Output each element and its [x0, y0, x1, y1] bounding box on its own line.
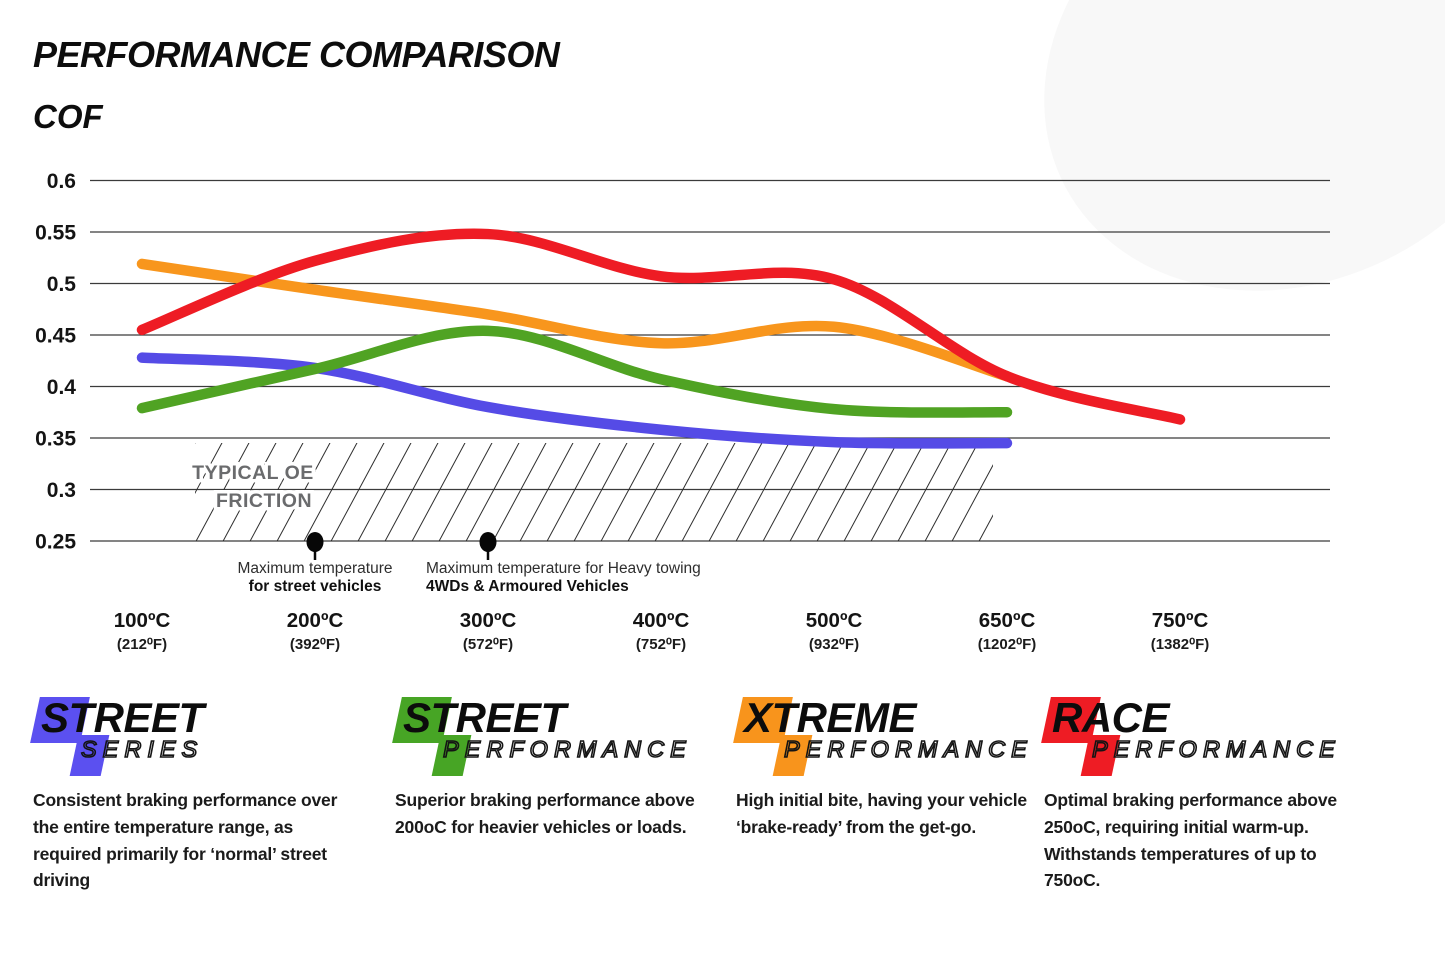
x-tick-label-f: (572⁰F)	[463, 636, 513, 653]
oe-hatch-line	[897, 443, 952, 541]
y-tick-label: 0.35	[35, 428, 76, 451]
oe-hatch-line	[681, 443, 736, 541]
logo-word1: RACE	[1052, 694, 1170, 741]
oe-band-label-line1: TYPICAL OE	[192, 462, 314, 484]
oe-hatch-line	[519, 443, 574, 541]
legend-description: High initial bite, having your vehicle ‘…	[736, 790, 1027, 837]
grid-layer: 0.6 0.55 0.5 0.45 0.4 0.35 0.3 0.25	[35, 170, 1330, 554]
oe-hatch-line	[870, 443, 925, 541]
oe-hatch-line	[816, 443, 871, 541]
oe-hatch-line	[195, 443, 250, 541]
y-tick-label: 0.25	[35, 531, 76, 554]
page-title: PERFORMANCE COMPARISON	[33, 34, 560, 75]
annotation-marker-dot	[479, 532, 497, 552]
series-line-race-performance	[136, 228, 1186, 425]
oe-hatch-line	[411, 443, 466, 541]
oe-hatch-line	[276, 443, 331, 541]
x-tick-label-c: 100ºC	[114, 609, 171, 632]
x-tick-label-c: 650ºC	[979, 609, 1036, 632]
annotation-line2: 4WDs & Armoured Vehicles	[426, 578, 629, 595]
oe-hatch-line	[978, 514, 993, 541]
logo-word1: XTREME	[744, 694, 917, 741]
oe-hatch-line	[1031, 441, 1087, 545]
series-line-street-series	[136, 352, 1013, 449]
y-tick-label: 0.3	[47, 479, 76, 502]
x-tick-label-c: 750ºC	[1152, 609, 1209, 632]
x-tick-label-f: (212⁰F)	[117, 636, 167, 653]
oe-hatch-line	[762, 443, 817, 541]
legend-item-xtreme-performance: XTREME PERFORMANCE High initial bite, ha…	[733, 694, 1036, 841]
oe-hatch-line	[465, 443, 520, 541]
oe-hatch-line	[735, 443, 790, 541]
legend-description: Superior braking performance above 200oC…	[395, 790, 695, 837]
oe-hatch-line	[249, 443, 304, 541]
annotation-marker-dot	[306, 532, 324, 552]
typical-oe-friction-band	[195, 441, 1087, 545]
oe-hatch-line	[951, 464, 993, 541]
y-tick-label: 0.6	[47, 170, 76, 193]
oe-hatch-line	[195, 443, 196, 444]
series-line-street-performance	[136, 325, 1013, 418]
y-tick-label: 0.55	[35, 222, 76, 245]
x-tick-label-c: 300ºC	[460, 609, 517, 632]
oe-hatch-line	[924, 443, 979, 541]
x-tick-label-c: 200ºC	[287, 609, 344, 632]
street-performance-logo: STREET PERFORMANCE	[392, 694, 713, 777]
oe-hatch-line	[843, 443, 898, 541]
x-tick-label-f: (932⁰F)	[809, 636, 859, 653]
logo-word2: PERFORMANCE	[1091, 735, 1341, 763]
x-tick-label-f: (1202⁰F)	[978, 636, 1037, 653]
x-tick-label-f: (392⁰F)	[290, 636, 340, 653]
oe-hatch-line	[195, 443, 223, 495]
series-layer	[136, 228, 1186, 449]
oe-hatch-line	[708, 443, 763, 541]
cof-line-chart: 0.60.550.50.450.40.350.30.25 TYPICAL OE …	[35, 170, 1330, 653]
y-tick-label: 0.4	[47, 376, 77, 399]
legend-item-street-series: STREET SERIES Consistent braking perform…	[30, 694, 363, 894]
logo-word1: STREET	[403, 694, 566, 741]
x-tick-label-c: 400ºC	[633, 609, 690, 632]
logo-word1: STREET	[41, 694, 204, 741]
series-line-xtreme-performance	[136, 258, 1013, 382]
oe-hatch-line	[222, 443, 277, 541]
x-axis-labels: 100ºC (212⁰F) 200ºC (392⁰F) 300ºC (572⁰F) 400º…	[114, 609, 1210, 653]
oe-hatch-line	[789, 443, 844, 541]
legend-item-street-performance: STREET PERFORMANCE Superior braking perf…	[392, 694, 713, 841]
oe-hatch-line	[627, 443, 682, 541]
logo-word2: PERFORMANCE	[442, 735, 692, 763]
oe-hatch-line	[492, 443, 547, 541]
annotation-line1: Maximum temperature	[237, 560, 392, 577]
oe-hatch-line	[384, 443, 439, 541]
oe-hatch-line	[303, 443, 358, 541]
oe-hatch-line	[357, 443, 412, 541]
y-axis-title: COF	[33, 98, 103, 135]
oe-hatch-line	[1004, 441, 1060, 545]
annotation-line1: Maximum temperature for Heavy towing	[426, 560, 701, 577]
oe-hatch-line	[654, 443, 709, 541]
y-tick-label: 0.45	[35, 325, 76, 348]
legend-description: Consistent braking performance over the …	[33, 790, 338, 891]
oe-hatch-line	[573, 443, 628, 541]
xtreme-performance-logo: XTREME PERFORMANCE	[733, 694, 1036, 777]
oe-hatch-line	[438, 443, 493, 541]
logo-word2: PERFORMANCE	[783, 735, 1033, 763]
oe-hatch-line	[546, 443, 601, 541]
x-tick-label-f: (1382⁰F)	[1151, 636, 1210, 653]
oe-hatch-line	[600, 443, 655, 541]
oe-hatch-line	[330, 443, 385, 541]
street-series-logo: STREET SERIES	[30, 694, 363, 777]
x-tick-label-f: (752⁰F)	[636, 636, 686, 653]
legend-item-race-performance: RACE PERFORMANCE Optimal braking perform…	[1041, 694, 1374, 894]
legend-description: Optimal braking performance above 250oC,…	[1044, 790, 1337, 891]
logo-word2: SERIES	[80, 735, 204, 763]
x-tick-label-c: 500ºC	[806, 609, 863, 632]
legend: STREET SERIES Consistent braking perform…	[0, 695, 1445, 972]
annotation-line2: for street vehicles	[249, 578, 382, 595]
oe-band-label-line2: FRICTION	[216, 490, 312, 512]
race-performance-logo: RACE PERFORMANCE	[1041, 694, 1374, 777]
y-tick-label: 0.5	[47, 273, 77, 296]
